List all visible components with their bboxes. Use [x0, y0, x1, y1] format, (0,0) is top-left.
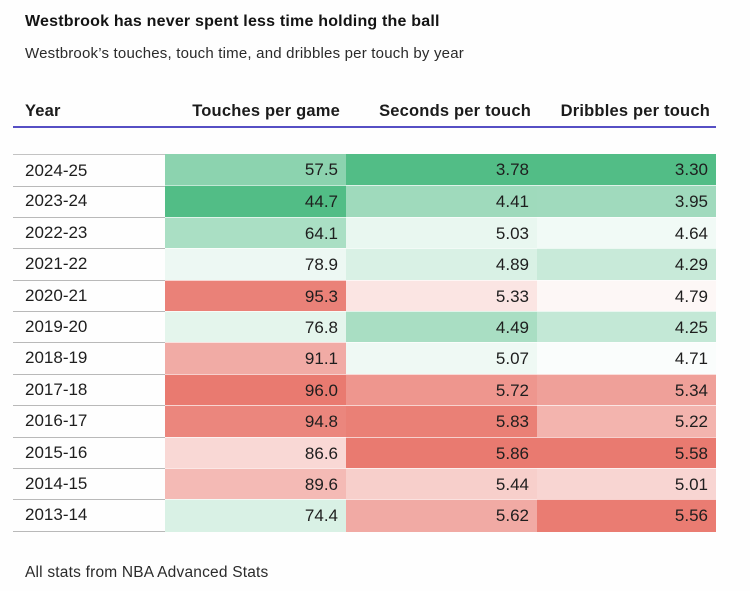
- seconds-cell: 5.07: [346, 342, 537, 375]
- dribbles-cell: 4.29: [537, 248, 716, 281]
- table-body: 2024-25 57.5 3.78 3.30 2023-24 44.7 4.41…: [13, 154, 716, 532]
- col-header-year: Year: [25, 102, 61, 120]
- table-row: 2015-16 86.6 5.86 5.58: [13, 436, 716, 469]
- touches-cell: 44.7: [165, 185, 346, 218]
- touches-cell: 89.6: [165, 467, 346, 501]
- seconds-cell: 5.33: [346, 279, 537, 312]
- year-cell: 2024-25: [13, 154, 165, 188]
- table-row: 2024-25 57.5 3.78 3.30: [13, 154, 716, 188]
- dribbles-cell: 4.64: [537, 216, 716, 250]
- heatmap-table: Year Touches per game Seconds per touch …: [13, 102, 716, 532]
- dribbles-cell: 5.58: [537, 436, 716, 469]
- seconds-cell: 4.49: [346, 310, 537, 344]
- dribbles-cell: 3.95: [537, 185, 716, 218]
- year-cell: 2019-20: [13, 311, 165, 344]
- touches-cell: 57.5: [165, 154, 346, 188]
- header-row: Year Touches per game Seconds per touch …: [13, 102, 716, 128]
- table-row: 2023-24 44.7 4.41 3.95: [13, 185, 716, 218]
- seconds-cell: 5.72: [346, 373, 537, 407]
- seconds-cell: 4.89: [346, 248, 537, 281]
- seconds-cell: 5.86: [346, 436, 537, 469]
- seconds-cell: 4.41: [346, 185, 537, 218]
- table-row: 2021-22 78.9 4.89 4.29: [13, 248, 716, 281]
- touches-cell: 76.8: [165, 310, 346, 344]
- year-cell: 2015-16: [13, 437, 165, 469]
- seconds-cell: 5.44: [346, 467, 537, 501]
- touches-cell: 96.0: [165, 373, 346, 407]
- year-cell: 2023-24: [13, 185, 165, 218]
- dribbles-cell: 5.22: [537, 405, 716, 438]
- year-cell: 2014-15: [13, 468, 165, 501]
- dribbles-cell: 4.79: [537, 279, 716, 312]
- table-row: 2013-14 74.4 5.62 5.56: [13, 499, 716, 532]
- year-cell: 2013-14: [13, 499, 165, 532]
- year-cell: 2017-18: [13, 374, 165, 407]
- touches-cell: 74.4: [165, 499, 346, 532]
- touches-cell: 78.9: [165, 248, 346, 281]
- dribbles-cell: 4.25: [537, 310, 716, 344]
- seconds-cell: 5.62: [346, 499, 537, 532]
- seconds-cell: 5.83: [346, 405, 537, 438]
- touches-cell: 86.6: [165, 436, 346, 469]
- table-row: 2017-18 96.0 5.72 5.34: [13, 373, 716, 407]
- dribbles-cell: 5.34: [537, 373, 716, 407]
- table-row: 2022-23 64.1 5.03 4.64: [13, 216, 716, 250]
- dribbles-cell: 5.01: [537, 467, 716, 501]
- seconds-cell: 5.03: [346, 216, 537, 250]
- col-header-dribbles: Dribbles per touch: [560, 102, 710, 120]
- seconds-cell: 3.78: [346, 154, 537, 188]
- touches-cell: 64.1: [165, 216, 346, 250]
- col-header-seconds: Seconds per touch: [379, 102, 531, 120]
- table-row: 2016-17 94.8 5.83 5.22: [13, 405, 716, 438]
- table-row: 2020-21 95.3 5.33 4.79: [13, 279, 716, 312]
- footer-note: All stats from NBA Advanced Stats: [25, 563, 269, 581]
- dribbles-cell: 5.56: [537, 499, 716, 532]
- touches-cell: 95.3: [165, 279, 346, 312]
- dribbles-cell: 4.71: [537, 342, 716, 375]
- year-cell: 2022-23: [13, 217, 165, 250]
- col-header-touches: Touches per game: [192, 102, 340, 120]
- table-row: 2019-20 76.8 4.49 4.25: [13, 310, 716, 344]
- year-cell: 2021-22: [13, 248, 165, 281]
- year-cell: 2020-21: [13, 280, 165, 312]
- table-row: 2014-15 89.6 5.44 5.01: [13, 467, 716, 501]
- page-subtitle: Westbrook’s touches, touch time, and dri…: [25, 45, 464, 62]
- touches-cell: 91.1: [165, 342, 346, 375]
- touches-cell: 94.8: [165, 405, 346, 438]
- page-title: Westbrook has never spent less time hold…: [25, 13, 440, 30]
- dribbles-cell: 3.30: [537, 154, 716, 188]
- table-row: 2018-19 91.1 5.07 4.71: [13, 342, 716, 375]
- year-cell: 2018-19: [13, 342, 165, 375]
- year-cell: 2016-17: [13, 405, 165, 438]
